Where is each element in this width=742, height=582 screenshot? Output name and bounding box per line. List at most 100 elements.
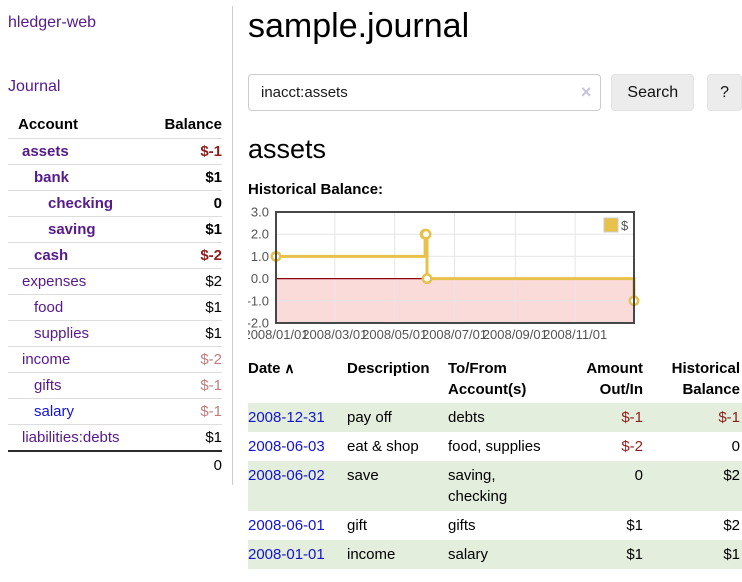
account-link-gifts[interactable]: gifts <box>34 377 62 394</box>
account-link-supplies[interactable]: supplies <box>34 325 90 342</box>
brand-link[interactable]: hledger-web <box>8 14 97 31</box>
search-input[interactable] <box>248 74 602 111</box>
account-link-income[interactable]: income <box>22 351 71 368</box>
description-cell: income <box>347 546 396 563</box>
search-button[interactable]: Search <box>611 74 695 111</box>
account-heading: assets <box>248 134 327 164</box>
account-cell: assets <box>8 138 142 165</box>
account-cell: expenses <box>8 268 142 295</box>
svg-text:-1.0: -1.0 <box>248 293 269 308</box>
amount-cell: 0 <box>634 467 643 484</box>
description-cell: save <box>347 467 379 484</box>
account-row: assets $-1 <box>8 138 222 165</box>
account-cell: bank <box>8 164 142 191</box>
help-button[interactable]: ? <box>707 74 742 111</box>
register-table-body: 2008-12-31 pay off debts $-1 $-1 2008-06-03 ea… <box>248 403 742 569</box>
account-link-checking[interactable]: checking <box>48 195 114 212</box>
account-balance: $1 <box>141 294 222 321</box>
account-balance: $-1 <box>141 398 222 425</box>
account-link-bank[interactable]: bank <box>34 169 70 186</box>
date-cell: 2008-12-31 <box>248 403 347 432</box>
accounts-cell: saving, checking <box>448 467 508 505</box>
transaction-date-link[interactable]: 2008-06-02 <box>248 467 325 484</box>
svg-text:2008/09/01: 2008/09/01 <box>483 327 548 342</box>
register-row: 2008-12-31 pay off debts $-1 $-1 <box>248 403 742 432</box>
account-cell: checking <box>8 190 142 217</box>
svg-text:2008/03/01: 2008/03/01 <box>302 327 367 342</box>
account-row: bank $1 <box>8 164 222 191</box>
account-cell: food <box>8 294 142 321</box>
register-header-description: Description <box>347 360 430 377</box>
accounts-total-row: 0 <box>8 450 222 479</box>
account-balance: $2 <box>141 268 222 295</box>
account-link-liabilities-debts[interactable]: liabilities:debts <box>22 429 120 446</box>
account-row: liabilities:debts $1 <box>8 424 222 451</box>
accounts-table: Account Balance assets $-1 bank $1 checking 0… <box>8 113 222 479</box>
account-link-salary[interactable]: salary <box>34 403 75 420</box>
account-balance: 0 <box>141 190 222 217</box>
balance-cell: $2 <box>723 517 740 534</box>
clear-search-icon[interactable]: × <box>580 82 592 102</box>
transaction-date-link[interactable]: 2008-01-01 <box>248 546 325 563</box>
account-balance: $1 <box>141 320 222 347</box>
account-cell: saving <box>8 216 142 243</box>
description-cell: gift <box>347 517 368 534</box>
svg-text:2008/01/01: 2008/01/01 <box>248 327 309 342</box>
account-link-cash[interactable]: cash <box>34 247 69 264</box>
register-header-date[interactable]: Date ∧ <box>248 360 295 377</box>
date-cell: 2008-06-02 <box>248 461 347 511</box>
account-link-assets[interactable]: assets <box>22 143 69 160</box>
accounts-table-body: assets $-1 bank $1 checking 0 saving $1 cash $-2 e… <box>8 138 222 451</box>
description-cell: pay off <box>347 409 392 426</box>
transaction-date-link[interactable]: 2008-06-01 <box>248 517 325 534</box>
register-row: 2008-01-01 income salary $1 $1 <box>248 540 742 569</box>
account-row: income $-2 <box>8 346 222 373</box>
account-row: cash $-2 <box>8 242 222 269</box>
account-row: salary $-1 <box>8 398 222 425</box>
svg-text:0.0: 0.0 <box>251 271 269 286</box>
accounts-total-value: 0 <box>141 450 222 479</box>
account-link-expenses[interactable]: expenses <box>22 273 87 290</box>
account-balance: $-1 <box>141 138 222 165</box>
svg-text:2008/07/01: 2008/07/01 <box>422 327 487 342</box>
register-table: Date ∧ Description To/From Account(s) Amoun… <box>248 355 742 569</box>
svg-text:$: $ <box>621 218 629 233</box>
svg-text:2008/05/01: 2008/05/01 <box>362 327 427 342</box>
account-link-food[interactable]: food <box>34 299 64 316</box>
account-balance: $-2 <box>141 242 222 269</box>
svg-text:3.0: 3.0 <box>251 205 269 220</box>
balance-cell: $-1 <box>718 409 740 426</box>
amount-cell: $1 <box>626 517 643 534</box>
account-row: expenses $2 <box>8 268 222 295</box>
nav-journal-link[interactable]: Journal <box>8 78 61 95</box>
transaction-date-link[interactable]: 2008-06-03 <box>248 438 325 455</box>
date-cell: 2008-06-01 <box>248 511 347 540</box>
account-row: supplies $1 <box>8 320 222 347</box>
account-cell: gifts <box>8 372 142 399</box>
page-layout: hledger-web Journal Account Balance asse… <box>0 6 742 569</box>
accounts-cell: food, supplies <box>448 438 541 455</box>
account-row: saving $1 <box>8 216 222 243</box>
date-cell: 2008-06-03 <box>248 432 347 461</box>
account-balance: $1 <box>141 164 222 191</box>
accounts-cell: debts <box>448 409 485 426</box>
account-balance: $1 <box>141 216 222 243</box>
sidebar: hledger-web Journal Account Balance asse… <box>0 6 233 485</box>
register-header-amount-out-in: Amount Out/In <box>586 360 643 398</box>
account-cell: salary <box>8 398 142 425</box>
register-row: 2008-06-02 save saving, checking 0 $2 <box>248 461 742 511</box>
register-header-historical-balance: Historical Balance <box>671 360 740 398</box>
search-form: × Search ? <box>248 74 742 111</box>
accounts-header-account: Account <box>18 116 78 133</box>
account-link-saving[interactable]: saving <box>48 221 96 238</box>
balance-cell: 0 <box>731 438 740 455</box>
svg-text:-2.0: -2.0 <box>248 316 269 331</box>
account-cell: liabilities:debts <box>8 424 142 451</box>
svg-text:1.0: 1.0 <box>251 249 269 264</box>
description-cell: eat & shop <box>347 438 419 455</box>
transaction-date-link[interactable]: 2008-12-31 <box>248 409 325 426</box>
chart-title: Historical Balance: <box>248 181 384 198</box>
amount-cell: $-2 <box>621 438 643 455</box>
account-row: gifts $-1 <box>8 372 222 399</box>
register-header-to-from-account-s-: To/From Account(s) <box>448 360 527 398</box>
